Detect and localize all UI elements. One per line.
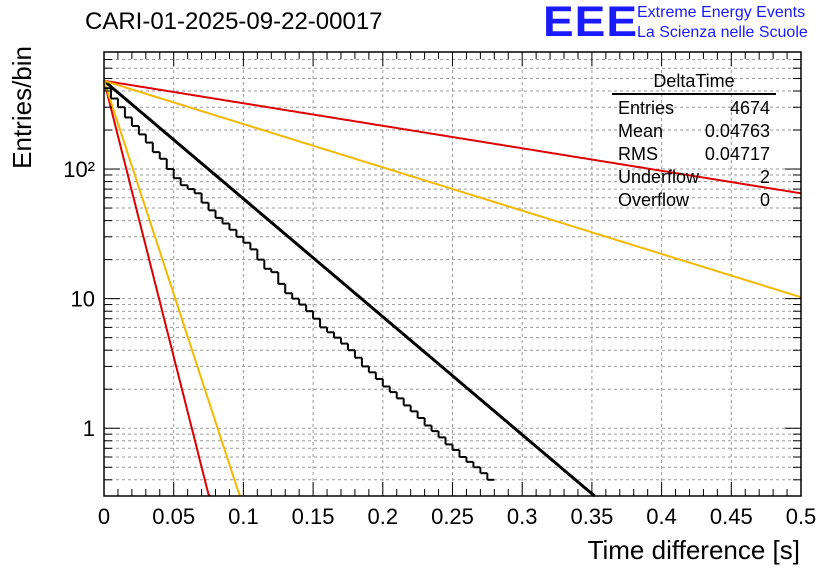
stats-label: Underflow: [618, 167, 700, 187]
x-tick-label: 0.25: [431, 504, 474, 529]
curves: [103, 79, 802, 498]
curve-fit: [103, 79, 596, 498]
stats-value: 2: [759, 167, 770, 187]
stats-label: RMS: [618, 144, 658, 164]
x-tick-label: 0.4: [646, 504, 677, 529]
stats-row-entries: Entries 4674: [612, 97, 776, 120]
logo-line-1: Extreme Energy Events: [637, 4, 806, 21]
y-tick-label: 1: [83, 416, 95, 441]
x-tick-label: 0.45: [710, 504, 753, 529]
x-tick-label: 0.2: [368, 504, 399, 529]
stats-value: 0.04717: [704, 144, 770, 164]
stats-value: 0.04763: [704, 121, 770, 141]
x-tick-label: 0.15: [292, 504, 335, 529]
stats-row-overflow: Overflow 0: [612, 189, 776, 212]
stats-title: DeltaTime: [612, 71, 776, 95]
x-tick-label: 0: [98, 504, 110, 529]
stats-label: Entries: [618, 98, 675, 118]
logo-line-2: La Scienza nelle Scuole: [637, 24, 808, 41]
y-axis-label: Entries/bin: [7, 46, 37, 169]
stats-value: 4674: [729, 98, 770, 118]
curve-yellow-slow: [103, 79, 802, 299]
stats-box: DeltaTime Entries 4674 Mean 0.04763 RMS …: [612, 71, 776, 212]
tick-labels: 0 0.05 0.1 0.15 0.2 0.25 0.3 0.35 0.4 0.45 0.5 1 10 1…: [63, 157, 816, 529]
x-tick-label: 0.3: [507, 504, 538, 529]
x-tick-label: 0.1: [228, 504, 259, 529]
histogram: [104, 87, 495, 481]
x-axis-label: Time difference [s]: [588, 535, 800, 565]
y-tick-label: 10: [71, 287, 95, 312]
stats-row-rms: RMS 0.04717: [612, 143, 776, 166]
curve-yellow-fast: [103, 80, 241, 497]
grid: [104, 51, 801, 497]
stats-value: 0: [759, 190, 770, 210]
curve-red-slow: [103, 79, 802, 195]
x-tick-label: 0.35: [570, 504, 613, 529]
stats-row-underflow: Underflow 2: [612, 166, 776, 189]
ticks: [103, 51, 802, 497]
eee-logo-text: Extreme Energy Events La Scienza nelle S…: [637, 3, 808, 43]
x-tick-label: 0.5: [786, 504, 817, 529]
y-tick-label: 10²: [63, 157, 95, 182]
curve-red-fast: [103, 80, 211, 497]
chart-title: CARI-01-2025-09-22-00017: [85, 8, 383, 35]
eee-logo: EEE: [543, 0, 639, 46]
stats-label: Overflow: [618, 190, 690, 210]
stats-label: Mean: [618, 121, 664, 141]
stats-row-mean: Mean 0.04763: [612, 120, 776, 143]
x-tick-label: 0.05: [152, 504, 195, 529]
